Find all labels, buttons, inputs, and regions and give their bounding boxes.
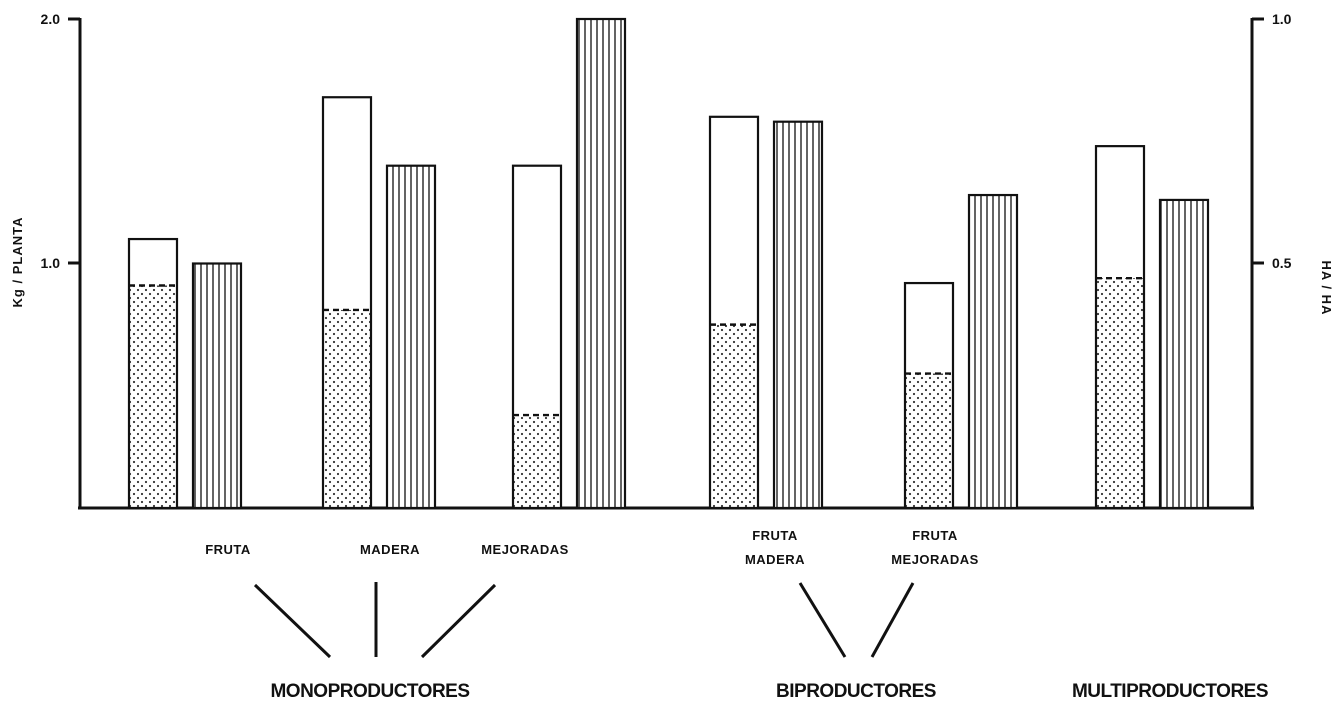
bar-kg-lower-1-0 bbox=[710, 324, 758, 508]
bar-ha-0-2 bbox=[575, 17, 627, 510]
category-label-1-0-line-1: MADERA bbox=[745, 552, 805, 567]
bar-kg-total-2-0 bbox=[1094, 145, 1146, 510]
bar-kg-total-0-1 bbox=[321, 96, 373, 510]
category-label-0-0-line-0: FRUTA bbox=[205, 542, 251, 557]
bar-kg-lower-1-1 bbox=[905, 373, 953, 508]
category-labels: FRUTA MADERA MEJORADAS FRUTA MADERA FRUTA MEJO… bbox=[205, 528, 979, 567]
bar-ha-2-0 bbox=[1158, 198, 1210, 510]
category-label-0-1-line-0: MADERA bbox=[360, 542, 420, 557]
group-label-biproductores: BIPRODUCTORES bbox=[776, 681, 936, 702]
category-label-1-0-line-0: FRUTA bbox=[752, 528, 798, 543]
left-tick-label-2: 2.0 bbox=[41, 11, 61, 27]
bar-ha-1-0 bbox=[772, 120, 824, 510]
bar-kg-total-1-0 bbox=[708, 115, 760, 510]
bar-kg-total-0-2 bbox=[511, 164, 563, 510]
right-tick-label-2: 1.0 bbox=[1272, 11, 1292, 27]
category-label-1-1-line-0: FRUTA bbox=[912, 528, 958, 543]
right-axis-label: HA / HA bbox=[1319, 261, 1334, 316]
bar-kg-total-1-1 bbox=[903, 281, 955, 510]
left-axis-label: Kg / PLANTA bbox=[10, 217, 25, 308]
group-label-multiproductores: MULTIPRODUCTORES bbox=[1072, 681, 1268, 702]
connector-fruta bbox=[253, 583, 332, 659]
connector-fruta-madera bbox=[798, 582, 847, 658]
bars bbox=[127, 17, 1210, 510]
group-label-monoproductores: MONOPRODUCTORES bbox=[270, 681, 469, 702]
right-tick-label-1: 0.5 bbox=[1272, 255, 1292, 271]
connector-mejoradas bbox=[420, 583, 497, 659]
bar-kg-lower-2-0 bbox=[1096, 278, 1144, 508]
bar-ha-1-1 bbox=[967, 193, 1019, 510]
bar-kg-total-0-0 bbox=[127, 237, 179, 510]
category-label-1-1-line-1: MEJORADAS bbox=[891, 552, 979, 567]
left-tick-label-1: 1.0 bbox=[41, 255, 61, 271]
bar-ha-0-1 bbox=[385, 164, 437, 510]
category-label-0-2-line-0: MEJORADAS bbox=[481, 542, 569, 557]
bar-ha-0-0 bbox=[191, 262, 243, 510]
bar-kg-lower-0-0 bbox=[129, 285, 177, 508]
connector-fruta-mejoradas bbox=[870, 582, 915, 658]
bar-kg-lower-0-1 bbox=[323, 309, 371, 508]
bar-kg-lower-0-2 bbox=[513, 415, 561, 508]
